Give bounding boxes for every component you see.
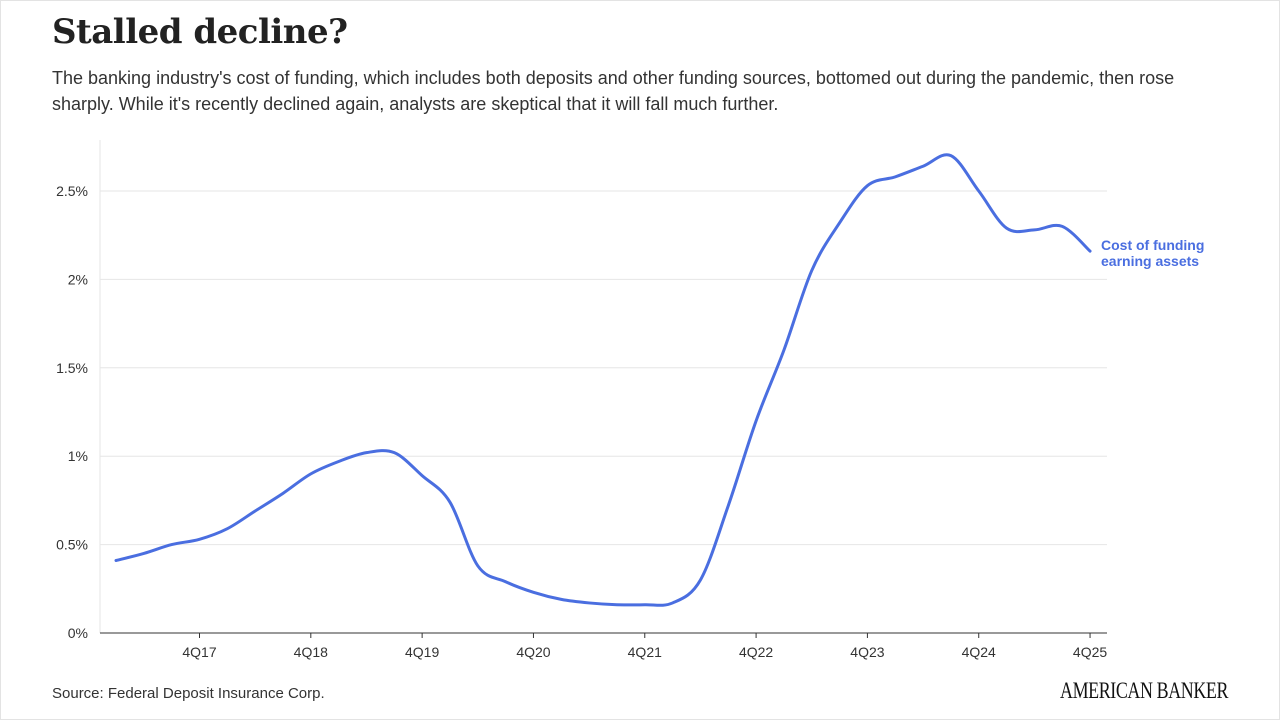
data-point (893, 175, 897, 179)
data-point (838, 221, 842, 225)
data-point (364, 451, 368, 455)
y-tick-label: 1% (68, 448, 88, 464)
gridlines (99, 140, 1107, 633)
y-axis: 0% 0.5% 1% 1.5% 2% 2.5% (56, 183, 88, 641)
data-point (337, 460, 341, 464)
data-point (1088, 249, 1092, 253)
data-point (253, 509, 257, 513)
data-point (559, 597, 563, 601)
data-point (448, 500, 452, 504)
series-label-line: Cost of funding (1101, 237, 1204, 253)
data-point (142, 551, 146, 555)
data-point (977, 189, 981, 193)
x-tick-label: 4Q24 (962, 644, 996, 660)
y-tick-label: 2% (68, 271, 88, 287)
data-point (1005, 226, 1009, 230)
data-point (309, 472, 313, 476)
data-point (643, 603, 647, 607)
data-point (810, 269, 814, 273)
data-point (671, 601, 675, 605)
data-point (865, 184, 869, 188)
data-point (114, 559, 118, 563)
series-label-line: earning assets (1101, 253, 1199, 269)
x-tick-label: 4Q21 (628, 644, 662, 660)
series-label: Cost of funding earning assets (1101, 237, 1204, 269)
x-tick-label: 4Q25 (1073, 644, 1107, 660)
data-point (587, 601, 591, 605)
data-point (476, 564, 480, 568)
data-point (615, 603, 619, 607)
data-point (197, 537, 201, 541)
y-tick-label: 0.5% (56, 537, 88, 553)
data-point (949, 154, 953, 158)
x-tick-label: 4Q20 (516, 644, 550, 660)
data-point (531, 590, 535, 594)
data-point (726, 504, 730, 508)
data-point (504, 580, 508, 584)
chart-title: Stalled decline? (52, 12, 348, 52)
data-point (420, 474, 424, 478)
data-point (1060, 224, 1064, 228)
chart-subtitle: The banking industry's cost of funding, … (52, 68, 1175, 114)
data-point (1032, 228, 1036, 232)
data-point (698, 578, 702, 582)
data-point (170, 543, 174, 547)
data-point (392, 451, 396, 455)
x-tick-label: 4Q17 (182, 644, 216, 660)
x-axis: 4Q17 4Q18 4Q19 4Q20 4Q21 4Q22 4Q23 4Q24 4Q25 (100, 632, 1107, 660)
y-tick-label: 1.5% (56, 360, 88, 376)
data-point (225, 527, 229, 531)
x-tick-label: 4Q18 (294, 644, 328, 660)
data-point (782, 348, 786, 352)
data-point (921, 164, 925, 168)
source-note: Source: Federal Deposit Insurance Corp. (52, 685, 325, 702)
data-point (281, 491, 285, 495)
y-tick-label: 2.5% (56, 183, 88, 199)
x-tick-label: 4Q23 (850, 644, 884, 660)
x-tick-label: 4Q22 (739, 644, 773, 660)
brand-logo: AMERICAN BANKER (1060, 678, 1229, 703)
series-line-cost-of-funding (114, 153, 1092, 607)
y-tick-label: 0% (68, 625, 88, 641)
series-layer: Cost of funding earning assets (114, 153, 1204, 607)
x-tick-label: 4Q19 (405, 644, 439, 660)
data-point (754, 419, 758, 423)
